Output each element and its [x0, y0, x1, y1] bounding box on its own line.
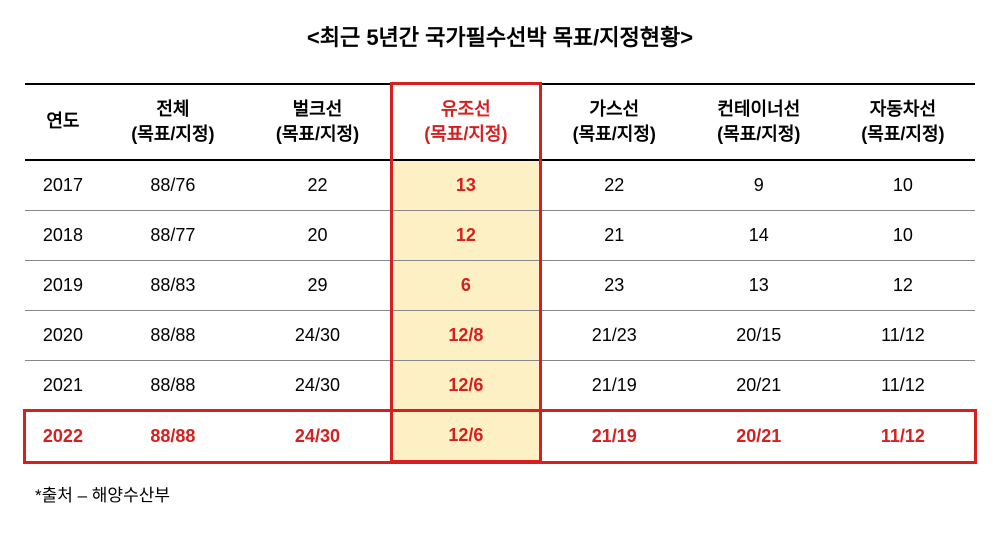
table-cell: 11/12	[831, 311, 975, 361]
table-cell: 2021	[25, 361, 101, 411]
table-header-cell: 벌크선(목표/지정)	[245, 84, 391, 161]
table-cell: 88/88	[101, 361, 245, 411]
table-cell: 10	[831, 160, 975, 211]
table-cell: 21/19	[540, 361, 686, 411]
table-cell: 11/12	[831, 411, 975, 462]
table-cell: 2019	[25, 261, 101, 311]
table-cell: 23	[540, 261, 686, 311]
table-cell: 24/30	[245, 311, 391, 361]
data-table: 연도전체(목표/지정)벌크선(목표/지정)유조선(목표/지정)가스선(목표/지정…	[25, 82, 975, 463]
table-cell: 20	[245, 211, 391, 261]
table-cell: 21	[540, 211, 686, 261]
table-cell: 2020	[25, 311, 101, 361]
table-header-cell: 컨테이너선(목표/지정)	[687, 84, 831, 161]
table-row: 202188/8824/3012/621/1920/2111/12	[25, 361, 975, 411]
table-cell: 12	[831, 261, 975, 311]
table-cell: 24/30	[245, 411, 391, 462]
table-header-cell: 전체(목표/지정)	[101, 84, 245, 161]
table-body: 201788/76221322910201888/772012211410201…	[25, 160, 975, 462]
table-cell: 10	[831, 211, 975, 261]
table-header-cell: 자동차선(목표/지정)	[831, 84, 975, 161]
table-row: 202088/8824/3012/821/2320/1511/12	[25, 311, 975, 361]
table-cell: 14	[687, 211, 831, 261]
table-cell: 12/6	[391, 361, 540, 411]
table-cell: 22	[540, 160, 686, 211]
table-cell: 12	[391, 211, 540, 261]
table-cell: 6	[391, 261, 540, 311]
table-cell: 2022	[25, 411, 101, 462]
table-cell: 22	[245, 160, 391, 211]
table-cell: 11/12	[831, 361, 975, 411]
table-cell: 12/6	[391, 411, 540, 462]
table-cell: 88/83	[101, 261, 245, 311]
page-title: <최근 5년간 국가필수선박 목표/지정현황>	[25, 20, 975, 52]
table-cell: 13	[391, 160, 540, 211]
table-cell: 20/21	[687, 411, 831, 462]
source-note: *출처 – 해양수산부	[25, 481, 975, 506]
table-cell: 88/88	[101, 311, 245, 361]
table-row: 201988/83296231312	[25, 261, 975, 311]
table-cell: 24/30	[245, 361, 391, 411]
table-row: 201788/76221322910	[25, 160, 975, 211]
table-cell: 21/19	[540, 411, 686, 462]
table-cell: 2018	[25, 211, 101, 261]
table-row: 202288/8824/3012/621/1920/2111/12	[25, 411, 975, 462]
table-cell: 12/8	[391, 311, 540, 361]
table-cell: 29	[245, 261, 391, 311]
table-header-cell: 가스선(목표/지정)	[540, 84, 686, 161]
table-cell: 88/76	[101, 160, 245, 211]
table-cell: 13	[687, 261, 831, 311]
table-header-cell: 연도	[25, 84, 101, 161]
table-cell: 21/23	[540, 311, 686, 361]
table-header-row: 연도전체(목표/지정)벌크선(목표/지정)유조선(목표/지정)가스선(목표/지정…	[25, 84, 975, 161]
table-cell: 88/88	[101, 411, 245, 462]
table-row: 201888/772012211410	[25, 211, 975, 261]
table-header-cell: 유조선(목표/지정)	[391, 84, 540, 161]
table-cell: 2017	[25, 160, 101, 211]
table-cell: 9	[687, 160, 831, 211]
table-cell: 20/21	[687, 361, 831, 411]
table-cell: 88/77	[101, 211, 245, 261]
table-cell: 20/15	[687, 311, 831, 361]
